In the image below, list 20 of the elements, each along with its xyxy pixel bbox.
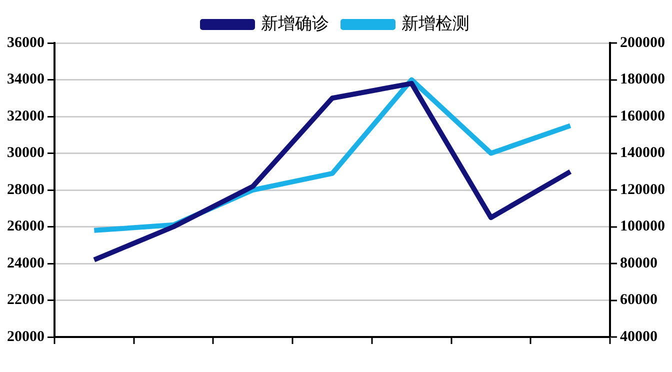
y2-tick-label: 120000: [620, 182, 665, 198]
y2-tick-label: 200000: [620, 34, 665, 51]
y-tick-label: 28000: [7, 182, 44, 198]
legend-label: 新增确诊: [261, 14, 329, 34]
y-tick-label: 20000: [7, 328, 44, 345]
y-tick-label: 36000: [7, 34, 44, 51]
y-tick-label: 30000: [7, 145, 44, 162]
legend-label: 新增检测: [402, 14, 470, 34]
y2-tick-label: 160000: [620, 108, 665, 124]
y-tick-label: 22000: [7, 292, 44, 308]
y-tick-label: 32000: [7, 108, 44, 124]
y2-tick-label: 180000: [620, 72, 665, 88]
y-tick-label: 34000: [7, 72, 44, 88]
y2-tick-label: 60000: [620, 292, 658, 308]
y2-tick-label: 100000: [620, 218, 665, 235]
y2-tick-label: 40000: [620, 328, 658, 345]
y-tick-label: 24000: [7, 255, 44, 272]
y-tick-label: 26000: [7, 218, 44, 235]
y2-tick-label: 140000: [620, 145, 665, 162]
y2-tick-label: 80000: [620, 255, 658, 272]
